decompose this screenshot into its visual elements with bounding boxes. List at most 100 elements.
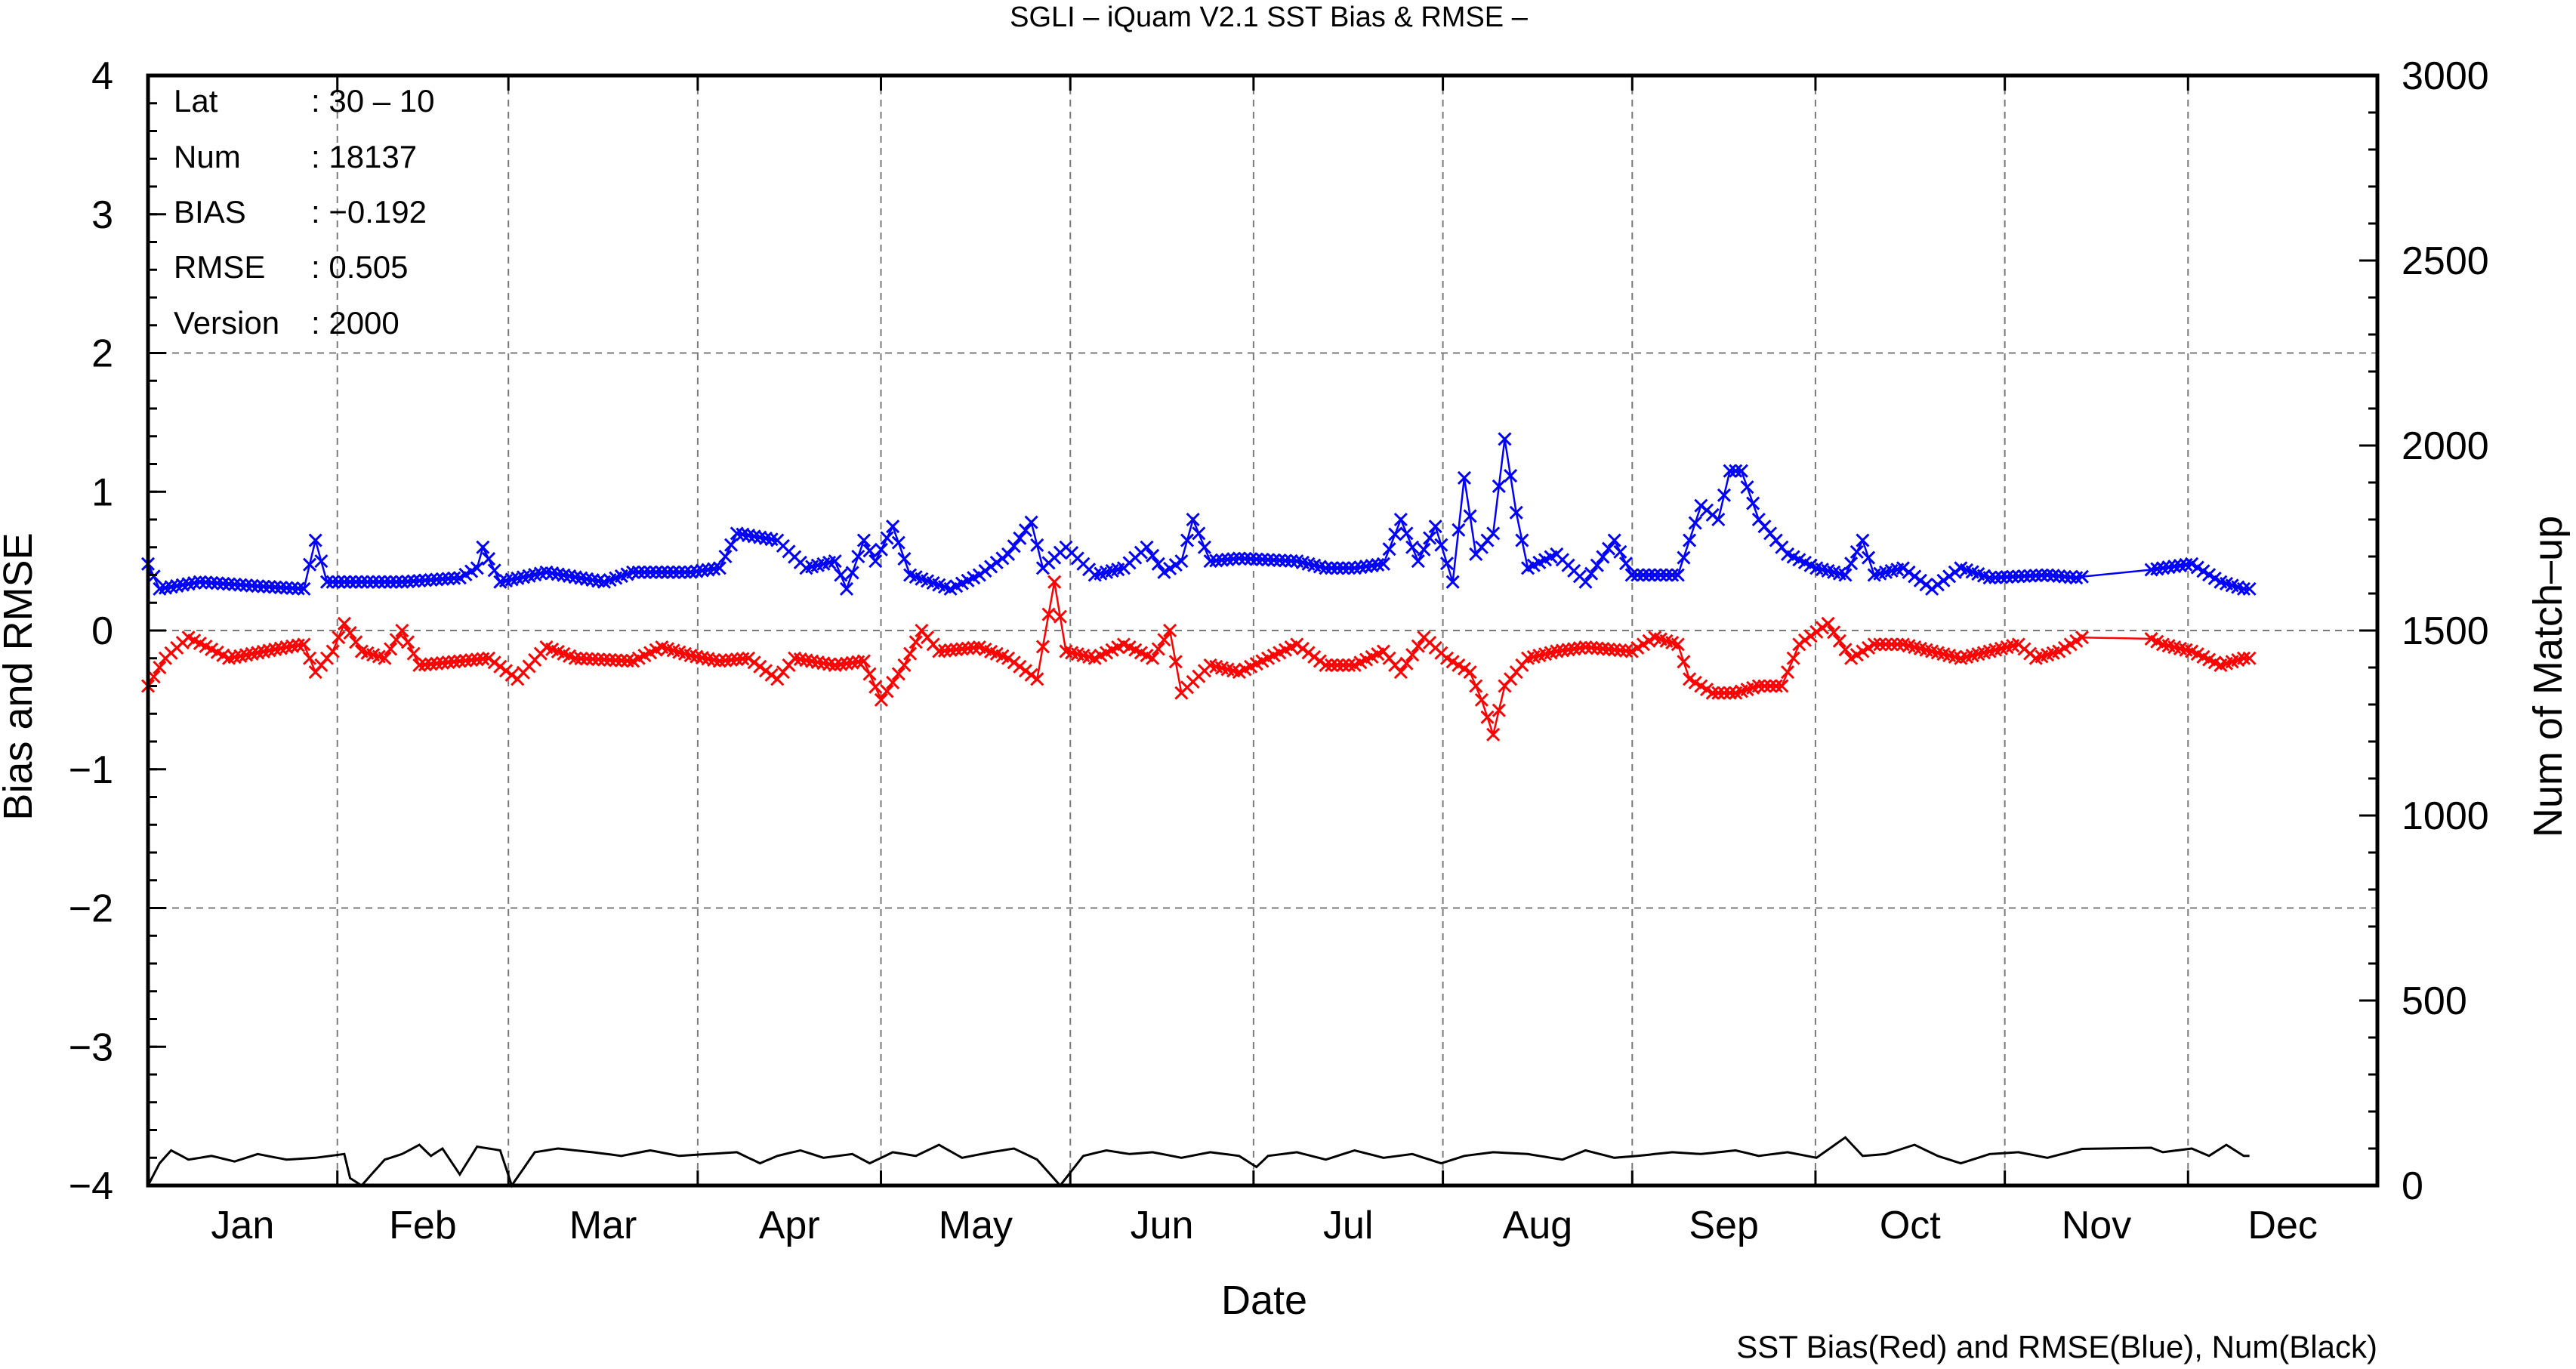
data-point-rmse [1388,527,1402,541]
data-point-bias [937,643,952,658]
info-num-label: Num [174,139,241,174]
data-point-bias [1751,679,1766,693]
y-tick-label: 3 [91,193,113,237]
data-point-rmse [2000,570,2014,584]
data-point-rmse [972,568,986,582]
data-point-rmse [2006,569,2020,584]
data-point-bias [1838,643,1853,657]
data-point-rmse [325,575,340,589]
data-point-rmse [279,581,294,595]
data-point-bias [1671,637,1685,652]
data-point-rmse [649,565,663,579]
data-point-bias [1797,633,1812,647]
data-point-bias [1705,686,1720,700]
data-point-bias [1884,637,1899,652]
data-point-rmse [1260,553,1276,567]
data-point-rmse [1618,557,1634,571]
data-point-rmse [1463,509,1477,523]
data-point-bias [447,655,461,669]
data-point-rmse [1174,554,1189,569]
chart-title: SGLI – iQuam V2.1 SST Bias & RMSE – [1010,2,1529,33]
data-point-rmse [1220,552,1235,566]
data-point-rmse [886,520,900,534]
data-point-rmse [2242,581,2257,596]
data-point-rmse [1942,569,1957,584]
data-point-bias [1607,643,1621,657]
x-tick-label: Mar [569,1204,637,1247]
data-point-bias [1717,686,1732,700]
data-point-rmse [400,575,415,589]
data-point-bias [389,633,403,647]
data-point-rmse [1013,531,1027,545]
data-point-bias [1041,607,1056,621]
data-point-rmse [1417,542,1431,557]
y-tick-label: −4 [69,1164,113,1208]
info-rmse-label: RMSE [174,249,265,285]
data-point-rmse [1180,533,1195,547]
data-point-bias [435,655,449,670]
data-point-rmse [308,533,322,547]
x-tick-label: Oct [1880,1204,1941,1247]
data-point-bias [1769,679,1783,693]
data-point-rmse [631,565,646,579]
data-point-bias [1780,665,1795,680]
data-point-bias [1827,625,1841,640]
data-point-rmse [839,581,854,596]
data-point-rmse [1630,568,1645,582]
data-point-rmse [1659,568,1674,582]
data-point-rmse [1509,505,1523,520]
data-point-rmse [1018,523,1033,538]
data-point-rmse [239,578,254,593]
data-point-rmse [360,575,375,589]
series-bias [140,575,2257,742]
data-point-rmse [1665,568,1680,582]
data-point-rmse [2023,569,2038,583]
data-point-rmse [989,555,1004,570]
data-point-rmse [354,575,369,589]
info-rmse-value: : 0.505 [311,249,408,285]
data-point-rmse [851,549,865,564]
data-point-bias [1411,639,1425,653]
data-point-rmse [1428,520,1442,534]
x-axis-label: Date [1221,1278,1307,1323]
data-point-bias [1001,651,1016,665]
data-point-bias [1035,640,1050,654]
data-point-bias [1290,637,1304,652]
data-point-bias [487,655,501,670]
chart-footer: SST Bias(Red) and RMSE(Blue), Num(Black) [1736,1329,2377,1364]
y-tick-label: −1 [69,748,113,792]
x-tick-label: Jul [1323,1204,1373,1247]
data-point-bias [886,675,900,689]
x-tick-label: Aug [1503,1204,1573,1247]
data-point-bias [1590,641,1604,655]
data-point-bias [1832,634,1846,648]
data-point-bias [1393,665,1408,680]
data-point-bias [585,652,600,666]
data-point-rmse [862,544,877,558]
data-point-rmse [1278,553,1293,568]
data-point-rmse [1902,565,1916,579]
data-point-bias [1295,641,1310,655]
data-point-bias [493,659,507,674]
data-point-rmse [1405,540,1420,554]
data-point-rmse [2046,569,2060,583]
data-point-bias [961,641,975,655]
data-point-rmse [1896,561,1910,575]
data-point-rmse [2035,568,2049,582]
y2-axis-label: Num of Match–up [2525,516,2571,837]
data-point-rmse [366,575,381,589]
data-point-bias [949,643,964,657]
data-point-bias [730,652,744,667]
data-point-rmse [1613,544,1627,559]
data-point-bias [1007,655,1021,670]
data-point-rmse [1936,573,1951,587]
data-point-rmse [1683,533,1697,547]
data-point-bias [856,654,871,668]
data-point-rmse [995,551,1010,566]
data-point-bias [1809,624,1824,639]
data-point-bias [464,652,479,668]
data-point-rmse [273,580,288,595]
y-tick-label: 2 [91,332,113,376]
series-layer [140,432,2257,1189]
data-point-bias [1601,642,1616,656]
